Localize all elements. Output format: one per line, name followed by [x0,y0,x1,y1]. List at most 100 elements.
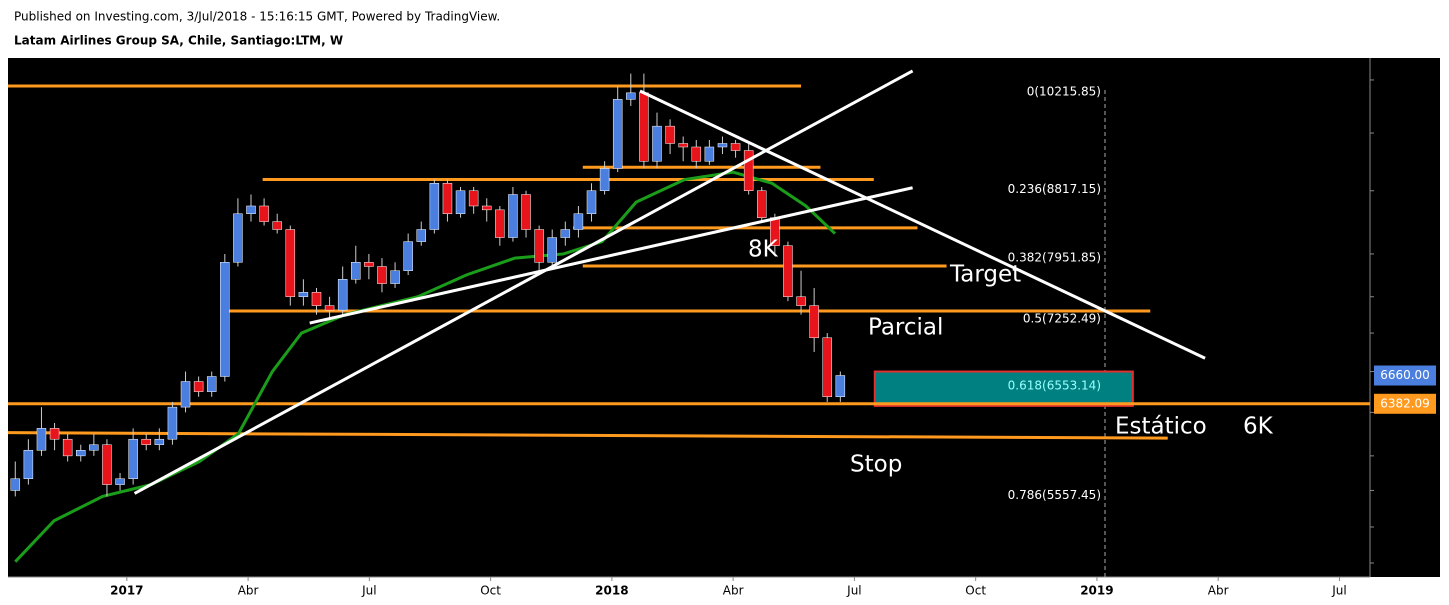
candle-body [233,213,243,263]
candle-body [730,143,741,151]
candle-body [416,229,427,242]
candle-body [89,444,99,451]
annotation: 6K [1243,414,1274,440]
candle-body [259,205,269,222]
candle-body [23,450,34,479]
x-tick-label: 2018 [595,584,628,598]
candle-body [377,266,387,284]
annotation: Estático [1115,414,1207,440]
x-tick-label: Oct [480,584,501,598]
candle-body [220,262,230,377]
y-tick-label: 5900.00 [1379,448,1429,462]
candle-body [128,438,138,479]
candle-body [835,375,846,398]
candle-body [193,381,204,392]
subtitle: Published on Investing.com, 3/Jul/2018 -… [14,10,500,24]
y-tick-label: 5300.00 [1379,519,1429,533]
candle-body [36,428,47,451]
candle-body [521,194,531,230]
price-tag-label: 6660.00 [1380,368,1430,382]
x-tick-label: Abr [723,584,744,598]
candle-body [298,292,309,297]
candle-body [691,146,702,162]
candle-body [246,205,256,214]
x-tick-label: Jul [361,584,376,598]
price-tag-label: 6382.09 [1380,396,1430,410]
candle-body [337,279,348,311]
annotation: Parcial [868,315,943,341]
candle-body [102,444,112,485]
x-tick-label: Jul [1331,584,1346,598]
zone [873,370,1134,407]
candle-body [612,99,623,169]
trendline [309,186,913,325]
candle-body [717,143,728,148]
candle-body [351,262,361,280]
fib-label: 0(10215.85) [1027,84,1101,98]
candle-body [62,438,73,457]
candle-body [76,450,86,457]
trendline [133,69,914,495]
candle-body [586,190,597,214]
candle-body [573,213,584,230]
candle-body [547,237,557,263]
candle-body [639,92,649,162]
candle-body [455,190,466,214]
annotation: 8K [748,237,779,263]
fib-label: 0.5(7252.49) [1023,311,1101,325]
candle-body [508,194,518,238]
candle-body [10,478,21,491]
x-tick-label: 2019 [1080,584,1113,598]
y-tick-label: 8800.00 [1379,183,1429,197]
fib-label: 0.786(5557.45) [1008,488,1101,502]
y-tick-label: 9600.00 [1379,126,1429,140]
candle-body [324,305,335,311]
candle-body [783,245,793,297]
x-tick-label: Abr [238,584,259,598]
title: Latam Airlines Group SA, Chile, Santiago… [14,34,343,48]
candle-body [167,406,178,440]
candle-body [442,182,453,214]
fib-label: 0.382(7951.85) [1008,250,1101,264]
fib-label: 0.618(6553.14) [1008,379,1101,393]
candle-body [599,168,610,191]
candle-body [495,209,505,238]
candle-body [481,205,492,211]
candle-body [285,229,296,297]
candle-body [678,143,688,148]
price-tag [1374,365,1436,386]
candle-body [560,229,571,238]
x-tick-label: Abr [1208,584,1229,598]
annotation: Target [949,262,1021,288]
candle-body [809,305,819,339]
candle-body [115,478,125,485]
x-tick-label: Oct [965,584,986,598]
y-tick-label: 7500.00 [1379,289,1429,303]
candle-body [468,190,479,207]
candle-body [141,438,151,445]
candle-body [364,262,374,267]
fib-label: 0.236(8817.15) [1008,182,1101,196]
level-line [7,431,1168,440]
candle-body [757,190,767,218]
y-tick-label: 8000.00 [1379,246,1429,260]
price-tag [1374,393,1436,414]
candle-body [390,270,400,284]
candle-body [49,428,60,440]
candle-body [206,376,217,392]
candle-body [154,438,165,445]
candle-body [743,150,754,191]
candle-body [796,296,806,306]
x-tick-label: 2017 [110,584,143,598]
y-tick-label: 10400.00 [1375,72,1432,86]
candle-body [534,229,544,263]
candle-body [311,292,322,306]
candle-body [822,337,832,398]
candle-body [626,92,636,100]
y-tick-label: 5600.00 [1379,483,1429,497]
candle-body [180,381,191,408]
candle-body [429,182,440,230]
x-tick-label: Jul [846,584,861,598]
y-tick-label: 5020.00 [1379,555,1429,569]
